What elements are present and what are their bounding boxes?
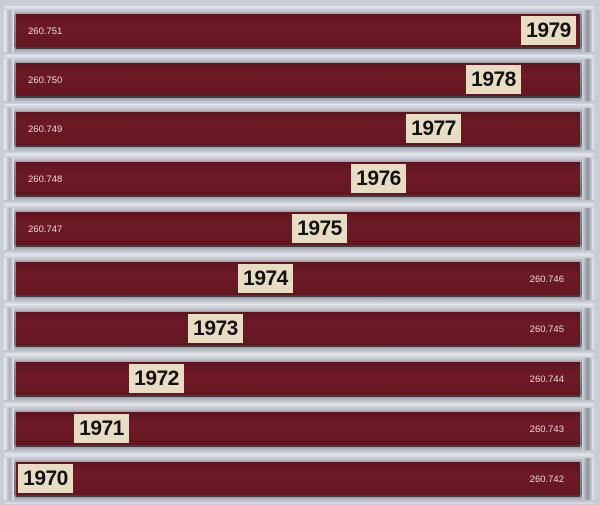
cd-case: 1977 260.749 bbox=[4, 104, 594, 154]
catalog-number: 260.747 bbox=[28, 224, 63, 235]
year-label: 1971 bbox=[74, 414, 129, 443]
year-label: 1977 bbox=[406, 114, 461, 143]
cd-spine: 1977 260.749 bbox=[16, 112, 580, 147]
cd-case: 1973 260.745 bbox=[4, 304, 594, 354]
cd-spine: 1978 260.750 bbox=[16, 63, 580, 98]
year-label: 1978 bbox=[466, 65, 521, 94]
catalog-number: 260.750 bbox=[28, 75, 63, 86]
catalog-number: 260.751 bbox=[28, 26, 63, 37]
cd-case: 1976 260.748 bbox=[4, 154, 594, 204]
cd-case: 1972 260.744 bbox=[4, 354, 594, 404]
year-label: 1972 bbox=[129, 364, 184, 393]
cd-spine: 1971 260.743 bbox=[16, 412, 580, 447]
cd-spine: 1979 260.751 bbox=[16, 14, 580, 49]
catalog-number: 260.742 bbox=[529, 474, 564, 485]
cd-spine: 1974 260.746 bbox=[16, 262, 580, 297]
catalog-number: 260.743 bbox=[529, 424, 564, 435]
cd-spine: 1973 260.745 bbox=[16, 312, 580, 347]
catalog-number: 260.746 bbox=[529, 274, 564, 285]
year-label: 1979 bbox=[521, 16, 576, 45]
year-label: 1973 bbox=[188, 314, 243, 343]
cd-spine: 1972 260.744 bbox=[16, 362, 580, 397]
cd-case: 1974 260.746 bbox=[4, 254, 594, 304]
year-label: 1976 bbox=[351, 164, 406, 193]
catalog-number: 260.744 bbox=[529, 374, 564, 385]
year-label: 1970 bbox=[18, 464, 73, 493]
catalog-number: 260.749 bbox=[28, 124, 63, 135]
year-label: 1975 bbox=[292, 214, 347, 243]
cd-case: 1975 260.747 bbox=[4, 204, 594, 254]
cd-spine: 1975 260.747 bbox=[16, 212, 580, 247]
year-label: 1974 bbox=[238, 264, 293, 293]
cd-case: 1978 260.750 bbox=[4, 55, 594, 105]
cd-case: 1970 260.742 bbox=[4, 454, 594, 504]
cd-case: 1971 260.743 bbox=[4, 404, 594, 454]
cd-spine: 1976 260.748 bbox=[16, 162, 580, 197]
cd-spine: 1970 260.742 bbox=[16, 462, 580, 497]
catalog-number: 260.745 bbox=[529, 324, 564, 335]
cd-case: 1979 260.751 bbox=[4, 6, 594, 56]
catalog-number: 260.748 bbox=[28, 174, 63, 185]
